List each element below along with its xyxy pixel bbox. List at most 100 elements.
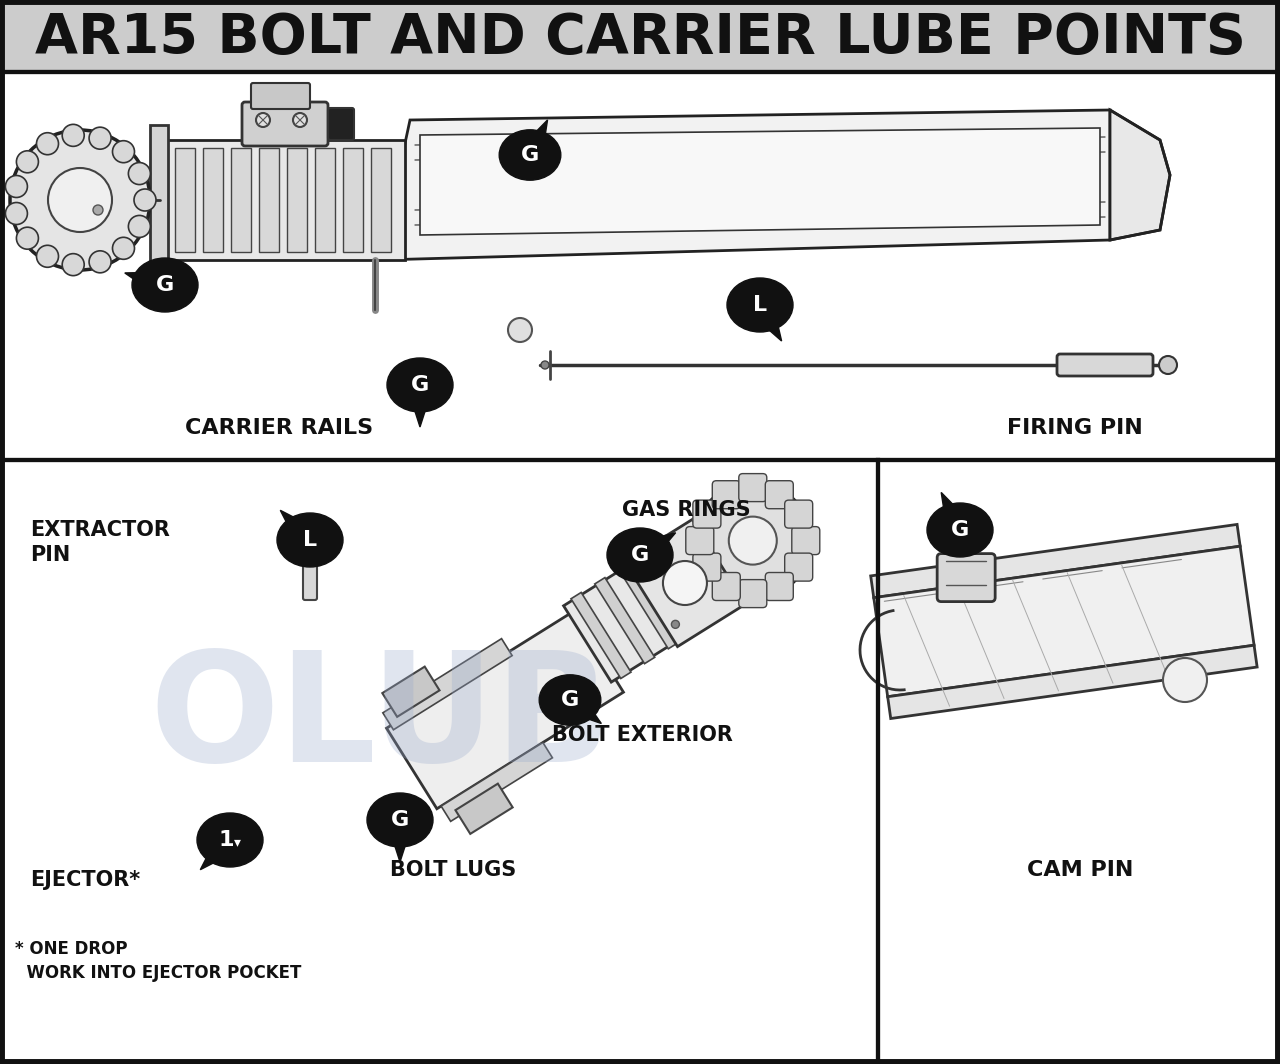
Polygon shape [870,525,1240,598]
Circle shape [293,113,307,127]
FancyBboxPatch shape [165,140,404,260]
Text: CARRIER RAILS: CARRIER RAILS [186,418,374,438]
Ellipse shape [387,358,453,412]
FancyBboxPatch shape [692,500,721,528]
Circle shape [5,202,27,225]
Ellipse shape [927,503,993,556]
FancyBboxPatch shape [343,148,364,252]
FancyBboxPatch shape [785,500,813,528]
Text: * ONE DROP
  WORK INTO EJECTOR POCKET: * ONE DROP WORK INTO EJECTOR POCKET [15,940,301,982]
FancyBboxPatch shape [785,553,813,581]
FancyBboxPatch shape [712,572,740,600]
Polygon shape [563,559,687,682]
Text: EJECTOR*: EJECTOR* [29,870,141,890]
Circle shape [93,205,102,215]
Text: G: G [411,375,429,395]
Circle shape [128,163,150,184]
Text: EXTRACTOR
PIN: EXTRACTOR PIN [29,520,170,565]
Circle shape [90,128,111,149]
Polygon shape [387,820,413,862]
Circle shape [113,140,134,163]
Circle shape [1164,658,1207,702]
FancyBboxPatch shape [204,148,223,252]
Polygon shape [625,519,745,647]
Polygon shape [595,578,655,664]
FancyBboxPatch shape [712,481,740,509]
Polygon shape [442,743,553,821]
FancyBboxPatch shape [739,473,767,501]
Polygon shape [200,831,239,869]
Text: BOLT LUGS: BOLT LUGS [390,860,516,880]
Ellipse shape [539,675,600,726]
Polygon shape [1110,110,1170,240]
Circle shape [37,133,59,154]
Circle shape [90,251,111,272]
FancyBboxPatch shape [175,148,195,252]
Ellipse shape [367,793,433,847]
Ellipse shape [727,278,794,332]
Circle shape [63,124,84,147]
Circle shape [695,483,810,599]
Polygon shape [749,298,782,342]
Polygon shape [420,128,1100,235]
Polygon shape [380,110,1110,260]
Circle shape [128,215,150,237]
Text: CAM PIN: CAM PIN [1027,860,1133,880]
Text: FIRING PIN: FIRING PIN [1007,418,1143,438]
Text: G: G [521,145,539,165]
Text: ▾: ▾ [233,835,241,849]
Ellipse shape [607,528,673,582]
Circle shape [541,361,549,369]
Polygon shape [874,546,1254,697]
Circle shape [256,113,270,127]
Polygon shape [571,593,631,679]
Polygon shape [941,493,972,536]
FancyBboxPatch shape [259,148,279,252]
Text: BOLT EXTERIOR: BOLT EXTERIOR [552,725,733,745]
FancyBboxPatch shape [230,148,251,252]
Text: GAS RINGS: GAS RINGS [622,500,750,520]
Text: G: G [951,520,969,541]
Text: G: G [156,275,174,295]
Polygon shape [387,612,623,809]
Polygon shape [887,645,1257,718]
Text: AR15 BOLT AND CARRIER LUBE POINTS: AR15 BOLT AND CARRIER LUBE POINTS [35,11,1245,65]
Polygon shape [383,638,512,730]
Circle shape [134,189,156,211]
Ellipse shape [197,813,262,867]
Bar [0,0,1280,72]
Polygon shape [407,385,434,427]
Ellipse shape [499,130,561,180]
Text: L: L [303,530,317,550]
FancyBboxPatch shape [303,558,317,600]
Circle shape [663,561,707,605]
Polygon shape [618,563,678,649]
Text: OLUB: OLUB [148,646,611,795]
FancyBboxPatch shape [686,527,714,554]
Circle shape [49,168,113,232]
FancyBboxPatch shape [371,148,390,252]
FancyBboxPatch shape [315,148,335,252]
Circle shape [508,318,532,342]
Polygon shape [124,272,169,298]
Circle shape [113,237,134,260]
Text: G: G [631,545,649,565]
Polygon shape [562,689,602,724]
Text: L: L [753,295,767,315]
Circle shape [10,130,150,270]
Circle shape [672,620,680,629]
FancyBboxPatch shape [150,124,168,275]
FancyBboxPatch shape [1057,354,1153,376]
FancyBboxPatch shape [242,102,328,146]
Circle shape [37,246,59,267]
Circle shape [728,517,777,565]
FancyBboxPatch shape [692,553,721,581]
Polygon shape [383,667,439,717]
Circle shape [5,176,27,198]
FancyBboxPatch shape [792,527,819,554]
Text: G: G [390,810,410,830]
Ellipse shape [132,257,198,312]
Circle shape [17,228,38,249]
Ellipse shape [276,513,343,567]
FancyBboxPatch shape [765,481,794,509]
